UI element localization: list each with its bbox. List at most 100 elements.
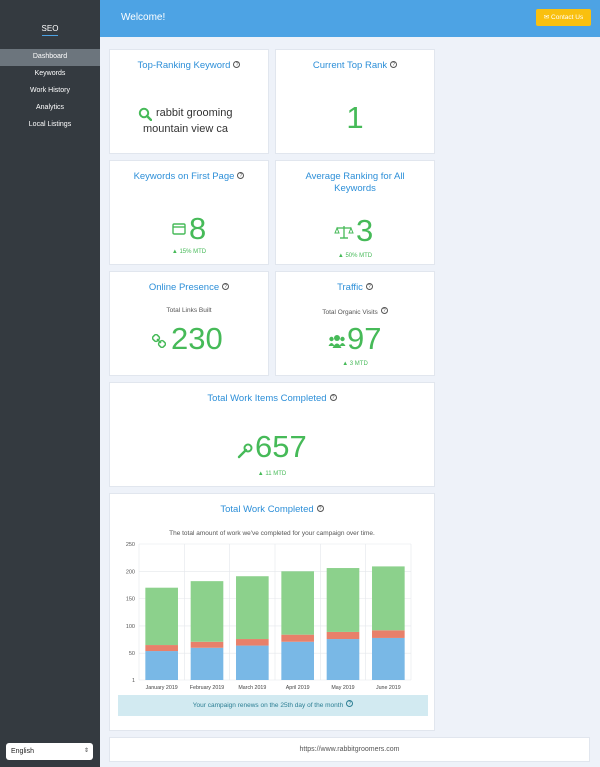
card-title: Online Presence? <box>110 282 268 294</box>
bar-segment-green <box>281 571 314 635</box>
x-tick-label: May 2019 <box>331 685 354 691</box>
caret-up-icon: ▲ <box>257 471 266 477</box>
welcome-title: Welcome! <box>121 12 166 23</box>
sidebar: SEO Dashboard Keywords Work History Anal… <box>0 0 100 767</box>
first-page-change: ▲ 15% MTD <box>171 249 207 255</box>
wrench-icon <box>237 443 253 459</box>
links-built-value: 230 <box>171 321 223 356</box>
chart-subtitle: The total amount of work we've completed… <box>169 530 375 537</box>
bar-segment-blue <box>190 647 224 680</box>
top-rank-value: 1 <box>346 100 364 135</box>
sidebar-item-local-listings[interactable]: Local Listings <box>28 121 72 128</box>
x-tick-label: March 2019 <box>238 685 266 691</box>
card-title: Average Ranking for All Keywords <box>305 171 405 194</box>
bar-segment-red <box>236 639 269 646</box>
brand-logo[interactable]: SEO <box>0 24 100 36</box>
card-title: Total Work Items Completed? <box>110 393 434 405</box>
work-items-change: ▲ 11 MTD <box>257 471 287 477</box>
card-title: Total Work Completed? <box>110 504 434 516</box>
y-tick-label: 250 <box>126 542 135 548</box>
bar-segment-blue <box>236 645 269 680</box>
bar-segment-green <box>190 581 224 642</box>
x-tick-label: February 2019 <box>190 685 225 691</box>
work-items-value: 657 <box>255 429 307 464</box>
sidebar-item-dashboard[interactable]: Dashboard <box>0 49 100 66</box>
keyword-line2: mountain view ca <box>143 123 228 135</box>
x-tick-label: June 2019 <box>376 685 401 691</box>
average-ranking-change: ▲ 50% MTD <box>337 253 373 259</box>
balance-scale-icon <box>334 226 354 239</box>
help-icon[interactable]: ? <box>316 505 324 512</box>
top-bar: Welcome! ✉ Contact Us <box>100 0 600 37</box>
footer-url[interactable]: https://www.rabbitgroomers.com <box>299 746 400 753</box>
bar-segment-red <box>326 631 360 640</box>
sidebar-item-analytics[interactable]: Analytics <box>35 104 64 111</box>
bar-segment-red <box>190 641 224 648</box>
traffic-subtitle: Total Organic Visits? <box>276 307 434 316</box>
organic-visits-value: 97 <box>347 321 382 356</box>
first-page-card: Keywords on First Page? 8 ▲ 15% MTD <box>109 160 269 265</box>
search-icon <box>138 107 152 121</box>
help-icon[interactable]: ? <box>329 394 337 401</box>
bar-segment-red <box>372 630 405 638</box>
users-icon <box>328 335 346 348</box>
x-tick-label: April 2019 <box>286 685 310 691</box>
card-title: Current Top Rank? <box>276 60 434 72</box>
card-title: Top-Ranking Keyword? <box>110 60 268 72</box>
x-tick-label: January 2019 <box>146 685 178 691</box>
envelope-icon: ✉ <box>543 14 550 21</box>
help-icon[interactable]: ? <box>390 61 398 68</box>
help-icon[interactable]: ? <box>346 700 354 707</box>
top-keyword-card: Top-Ranking Keyword? rabbit grooming mou… <box>109 49 269 154</box>
language-select[interactable]: English ⇕ <box>6 743 93 760</box>
card-title: Traffic? <box>276 282 434 294</box>
top-rank-card: Current Top Rank? 1 <box>275 49 435 154</box>
select-arrows-icon: ⇕ <box>83 748 89 754</box>
link-icon <box>152 334 166 348</box>
average-ranking-card: Average Ranking for All Keywords 3 ▲ 50% … <box>275 160 435 265</box>
help-icon[interactable]: ? <box>380 307 388 314</box>
online-presence-card: Online Presence? Total Links Built 230 <box>109 271 269 376</box>
bar-segment-green <box>145 587 178 646</box>
language-value: English <box>11 748 34 755</box>
first-page-value: 8 <box>189 211 207 246</box>
traffic-card: Traffic? Total Organic Visits? 97 ▲ 3 MT… <box>275 271 435 376</box>
y-tick-label: 1 <box>132 678 135 684</box>
online-subtitle: Total Links Built <box>166 307 212 314</box>
help-icon[interactable]: ? <box>233 61 241 68</box>
bar-segment-green <box>372 566 405 631</box>
help-icon[interactable]: ? <box>222 283 230 290</box>
bar-segment-blue <box>145 651 178 680</box>
caret-up-icon: ▲ <box>171 249 180 255</box>
work-chart-card: Total Work Completed? The total amount o… <box>109 493 435 731</box>
keyword-line1: rabbit grooming <box>156 107 233 119</box>
help-icon[interactable]: ? <box>237 172 245 179</box>
sidebar-item-keywords[interactable]: Keywords <box>34 70 66 77</box>
sidebar-nav: Dashboard Keywords Work History Analytic… <box>0 49 100 134</box>
caret-up-icon: ▲ <box>337 253 346 259</box>
bar-segment-green <box>236 576 269 640</box>
sidebar-item-work-history[interactable]: Work History <box>30 87 70 94</box>
contact-us-button[interactable]: ✉ Contact Us <box>536 9 591 26</box>
contact-us-label: Contact Us <box>551 14 584 21</box>
bar-segment-blue <box>281 641 314 680</box>
work-items-card: Total Work Items Completed? 657 ▲ 11 MTD <box>109 382 435 487</box>
renew-note: Your campaign renews on the 25th day of … <box>118 695 428 716</box>
bar-segment-red <box>145 645 178 652</box>
card-title: Keywords on First Page? <box>110 171 268 183</box>
bar-segment-red <box>281 634 314 642</box>
help-icon[interactable]: ? <box>365 283 373 290</box>
traffic-change: ▲ 3 MTD <box>342 361 368 367</box>
bar-segment-blue <box>326 639 360 680</box>
browser-window-icon <box>172 223 186 235</box>
bar-segment-blue <box>372 637 405 680</box>
footer-card: https://www.rabbitgroomers.com <box>109 737 590 762</box>
average-ranking-value: 3 <box>356 213 374 248</box>
bar-segment-green <box>326 568 360 632</box>
y-tick-label: 50 <box>129 651 135 657</box>
y-tick-label: 200 <box>126 569 135 575</box>
work-chart: 250 200 150 100 50 1 January 2019 February 2019… <box>126 542 412 691</box>
y-tick-label: 100 <box>126 624 135 630</box>
caret-up-icon: ▲ <box>342 361 350 367</box>
y-tick-label: 150 <box>126 597 135 603</box>
